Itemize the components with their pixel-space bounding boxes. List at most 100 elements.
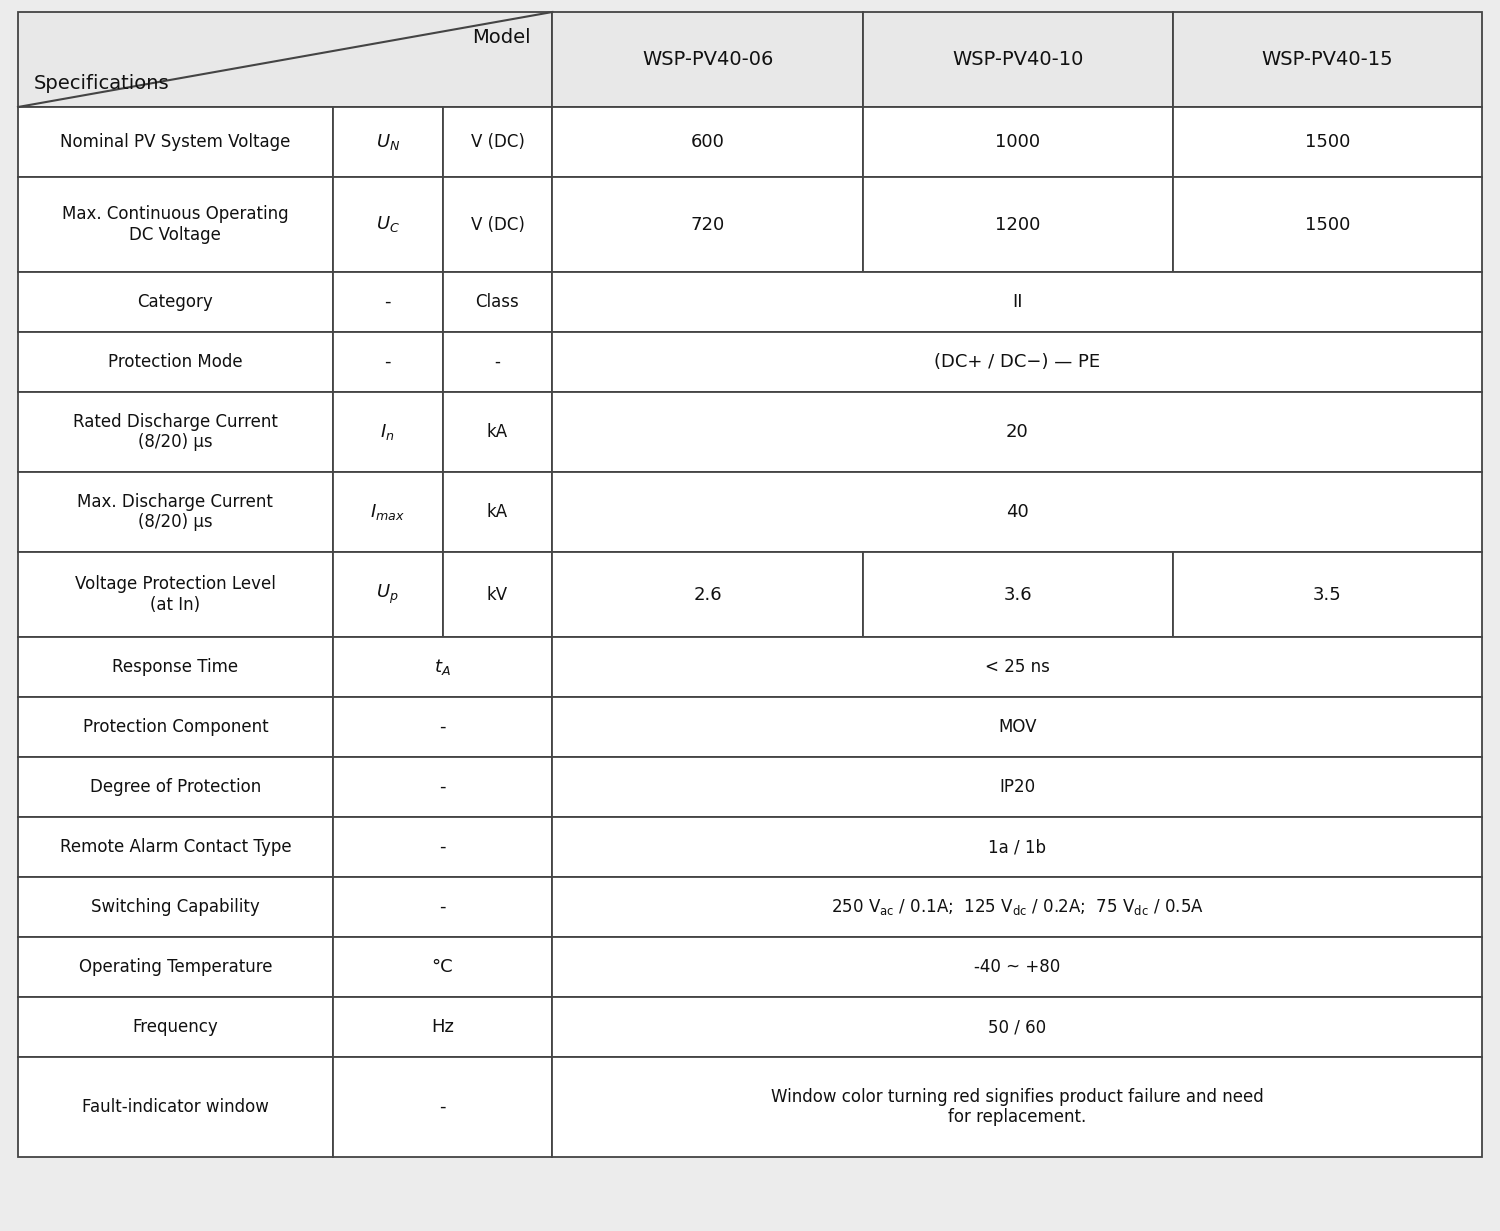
Text: $I_{n}$: $I_{n}$ bbox=[381, 422, 394, 442]
Text: $U_{C}$: $U_{C}$ bbox=[375, 214, 399, 234]
Bar bbox=[18, 332, 333, 391]
Bar bbox=[552, 391, 1482, 471]
Bar bbox=[552, 876, 1482, 937]
Bar bbox=[552, 817, 1482, 876]
Text: Specifications: Specifications bbox=[34, 74, 170, 94]
Text: Protection Mode: Protection Mode bbox=[108, 353, 243, 371]
Bar bbox=[552, 272, 1482, 332]
Text: MOV: MOV bbox=[998, 718, 1036, 736]
Bar bbox=[333, 272, 442, 332]
Text: 600: 600 bbox=[690, 133, 724, 151]
Bar bbox=[333, 332, 442, 391]
Text: Response Time: Response Time bbox=[112, 659, 238, 676]
Text: Rated Discharge Current
(8/20) μs: Rated Discharge Current (8/20) μs bbox=[74, 412, 278, 452]
Bar bbox=[333, 997, 552, 1057]
Bar bbox=[552, 1057, 1482, 1157]
Bar bbox=[442, 551, 552, 636]
Bar bbox=[442, 471, 552, 551]
Text: -40 ~ +80: -40 ~ +80 bbox=[974, 958, 1060, 976]
Bar bbox=[333, 876, 552, 937]
Text: Max. Discharge Current
(8/20) μs: Max. Discharge Current (8/20) μs bbox=[78, 492, 273, 532]
Bar bbox=[1173, 107, 1482, 177]
Text: Model: Model bbox=[471, 28, 531, 47]
Bar bbox=[333, 817, 552, 876]
Bar bbox=[18, 551, 333, 636]
Text: kV: kV bbox=[488, 586, 508, 603]
Text: -: - bbox=[440, 718, 446, 736]
Bar bbox=[442, 107, 552, 177]
Text: 720: 720 bbox=[690, 215, 724, 234]
Text: Max. Continuous Operating
DC Voltage: Max. Continuous Operating DC Voltage bbox=[62, 206, 288, 244]
Bar bbox=[552, 757, 1482, 817]
Text: 3.5: 3.5 bbox=[1312, 586, 1342, 603]
Text: 20: 20 bbox=[1007, 423, 1029, 441]
Bar bbox=[333, 391, 442, 471]
Text: Window color turning red signifies product failure and need
for replacement.: Window color turning red signifies produ… bbox=[771, 1088, 1263, 1126]
Text: 3.6: 3.6 bbox=[1004, 586, 1032, 603]
Bar bbox=[1173, 177, 1482, 272]
Bar bbox=[18, 1057, 333, 1157]
Bar bbox=[18, 177, 333, 272]
Bar bbox=[552, 636, 1482, 697]
Text: 50 / 60: 50 / 60 bbox=[988, 1018, 1046, 1037]
Text: $t_{A}$: $t_{A}$ bbox=[433, 657, 451, 677]
Text: Nominal PV System Voltage: Nominal PV System Voltage bbox=[60, 133, 291, 151]
Text: kA: kA bbox=[488, 423, 508, 441]
Text: Hz: Hz bbox=[430, 1018, 454, 1037]
Bar bbox=[552, 12, 862, 107]
Bar bbox=[552, 107, 862, 177]
Bar bbox=[333, 937, 552, 997]
Bar bbox=[552, 471, 1482, 551]
Text: -: - bbox=[384, 353, 392, 371]
Text: -: - bbox=[440, 897, 446, 916]
Text: -: - bbox=[495, 353, 501, 371]
Text: 1a / 1b: 1a / 1b bbox=[988, 838, 1046, 856]
Bar bbox=[1173, 12, 1482, 107]
Bar bbox=[18, 817, 333, 876]
Bar bbox=[442, 391, 552, 471]
Text: < 25 ns: < 25 ns bbox=[984, 659, 1050, 676]
Bar bbox=[862, 12, 1173, 107]
Bar bbox=[333, 636, 552, 697]
Text: WSP-PV40-06: WSP-PV40-06 bbox=[642, 50, 772, 69]
Text: Operating Temperature: Operating Temperature bbox=[78, 958, 272, 976]
Text: 1500: 1500 bbox=[1305, 215, 1350, 234]
Bar bbox=[18, 997, 333, 1057]
Text: $U_{p}$: $U_{p}$ bbox=[376, 583, 399, 606]
Text: 2.6: 2.6 bbox=[693, 586, 722, 603]
Text: Category: Category bbox=[138, 293, 213, 311]
Bar bbox=[552, 937, 1482, 997]
Text: $U_{N}$: $U_{N}$ bbox=[375, 132, 400, 151]
Bar bbox=[18, 937, 333, 997]
Text: WSP-PV40-10: WSP-PV40-10 bbox=[952, 50, 1083, 69]
Bar bbox=[333, 471, 442, 551]
Bar bbox=[552, 551, 862, 636]
Text: 1000: 1000 bbox=[996, 133, 1041, 151]
Text: WSP-PV40-15: WSP-PV40-15 bbox=[1262, 50, 1394, 69]
Bar bbox=[18, 697, 333, 757]
Text: Switching Capability: Switching Capability bbox=[92, 897, 260, 916]
Text: II: II bbox=[1013, 293, 1023, 311]
Bar bbox=[333, 757, 552, 817]
Text: °C: °C bbox=[432, 958, 453, 976]
Bar bbox=[18, 107, 333, 177]
Bar bbox=[1173, 551, 1482, 636]
Text: Remote Alarm Contact Type: Remote Alarm Contact Type bbox=[60, 838, 291, 856]
Text: -: - bbox=[440, 778, 446, 796]
Text: V (DC): V (DC) bbox=[471, 133, 525, 151]
Bar bbox=[442, 272, 552, 332]
Text: $I_{max}$: $I_{max}$ bbox=[370, 502, 405, 522]
Bar bbox=[333, 107, 442, 177]
Bar bbox=[552, 332, 1482, 391]
Bar bbox=[442, 332, 552, 391]
Text: Frequency: Frequency bbox=[132, 1018, 219, 1037]
Text: -: - bbox=[440, 1098, 446, 1117]
Text: Class: Class bbox=[476, 293, 519, 311]
Text: 1200: 1200 bbox=[994, 215, 1041, 234]
Bar bbox=[18, 12, 552, 107]
Text: -: - bbox=[440, 838, 446, 856]
Text: 250 V$_{\mathrm{ac}}$ / 0.1A;  125 V$_{\mathrm{dc}}$ / 0.2A;  75 V$_{\mathrm{dc}: 250 V$_{\mathrm{ac}}$ / 0.1A; 125 V$_{\m… bbox=[831, 897, 1203, 917]
Text: Degree of Protection: Degree of Protection bbox=[90, 778, 261, 796]
Bar bbox=[18, 391, 333, 471]
Bar bbox=[862, 107, 1173, 177]
